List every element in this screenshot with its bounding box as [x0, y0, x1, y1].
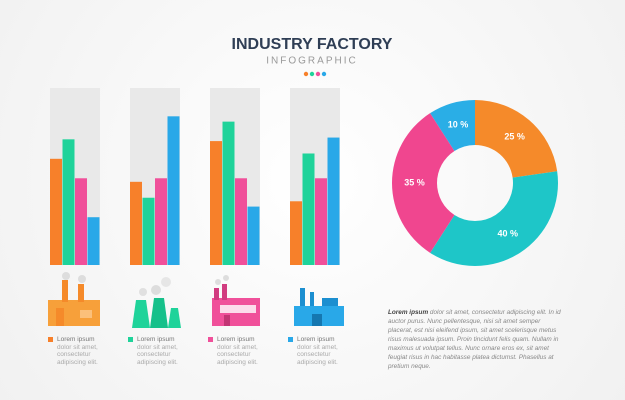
title-dot — [321, 71, 327, 77]
legend-description: dolor sit amet, consectetur adipiscing e… — [297, 343, 338, 366]
slice-label: 10 % — [448, 119, 469, 129]
legend-label: Lorem ipsum — [57, 336, 95, 343]
factory-icon — [212, 275, 260, 326]
legend-head: Lorem ipsum — [208, 336, 266, 344]
slice-label: 40 % — [497, 228, 518, 238]
donut-slice — [475, 100, 558, 178]
legend-swatch — [128, 336, 133, 342]
bar — [75, 178, 87, 265]
legend-swatch — [48, 336, 53, 342]
donut-slice — [430, 100, 475, 152]
bar — [222, 121, 235, 265]
bar — [302, 153, 315, 265]
legend-swatch — [288, 336, 293, 342]
slice-label: 35 % — [404, 177, 425, 187]
legend-item: Lorem ipsum dolor sit amet, consectetur a… — [48, 336, 106, 366]
factory-icon — [48, 272, 100, 326]
slice-label: 25 % — [504, 132, 525, 142]
title-dots — [303, 71, 327, 77]
legend-head: Lorem ipsum — [128, 336, 186, 344]
legend-description: dolor sit amet, consectetur adipiscing e… — [137, 343, 178, 366]
description-body: dolor sit amet, consectetur adipiscing e… — [388, 309, 561, 370]
title-dot — [315, 71, 321, 77]
bar — [142, 197, 155, 265]
legend-swatch — [208, 336, 213, 342]
legend-head: Lorem ipsum — [48, 336, 106, 344]
donut-slice — [430, 171, 558, 266]
legend-label: Lorem ipsum — [137, 336, 175, 343]
legend-item: Lorem ipsum dolor sit amet, consectetur a… — [208, 336, 266, 366]
bar — [62, 139, 75, 265]
factory-icon — [294, 288, 344, 326]
bar — [247, 206, 260, 265]
chart-subtitle: INFOGRAPHIC — [266, 56, 357, 67]
bar — [167, 116, 180, 265]
bar — [130, 181, 142, 265]
legend-head: Lorem ipsum — [288, 336, 346, 344]
chart-title: INDUSTRY FACTORY — [232, 36, 393, 53]
donut-slice — [391, 113, 455, 253]
legend-label: Lorem ipsum — [217, 336, 255, 343]
legend-label: Lorem ipsum — [297, 336, 335, 343]
bar — [155, 178, 167, 265]
bar — [327, 137, 340, 265]
bar — [235, 178, 247, 265]
description: Lorem ipsum dolor sit amet, consectetur … — [388, 308, 566, 371]
bar — [210, 141, 222, 265]
title-dot — [303, 71, 309, 77]
factory-icon — [132, 277, 181, 328]
legend-item: Lorem ipsum dolor sit amet, consectetur a… — [128, 336, 186, 366]
legend-item: Lorem ipsum dolor sit amet, consectetur a… — [288, 336, 346, 366]
bar — [290, 201, 302, 265]
bar — [315, 178, 327, 265]
title-dot — [309, 71, 315, 77]
description-lead: Lorem ipsum — [388, 309, 429, 316]
legend-description: dolor sit amet, consectetur adipiscing e… — [217, 343, 258, 366]
bar — [50, 158, 62, 265]
bar — [87, 217, 100, 265]
legend-description: dolor sit amet, consectetur adipiscing e… — [57, 343, 98, 366]
